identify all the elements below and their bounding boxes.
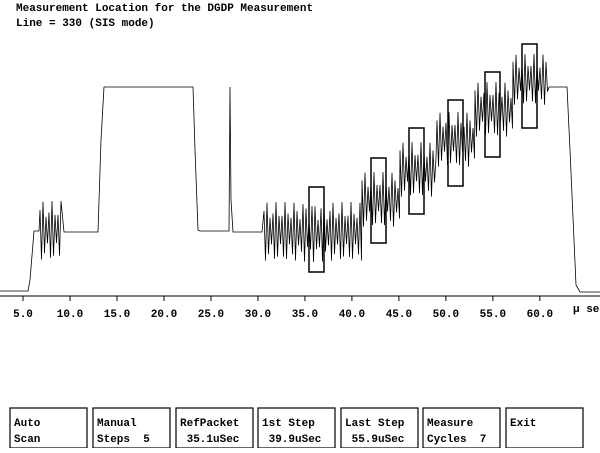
softkey-label: 1st Step <box>262 418 315 430</box>
softkey-label: 55.9uSec <box>345 434 404 446</box>
measure-box <box>484 71 501 158</box>
measure-box <box>370 157 387 244</box>
x-tick-label: 50.0 <box>433 309 459 321</box>
softkey-label: 39.9uSec <box>262 434 321 446</box>
softkey-label: Last Step <box>345 418 405 430</box>
subtitle: Line = 330 (SIS mode) <box>16 18 155 30</box>
softkey-label: RefPacket <box>180 418 239 430</box>
x-tick-label: 60.0 <box>527 309 553 321</box>
x-tick-label: 55.0 <box>480 309 506 321</box>
measure-box <box>447 99 464 187</box>
softkey-label: Cycles 7 <box>427 434 486 446</box>
softkey[interactable] <box>340 407 419 449</box>
x-tick-label: 35.0 <box>292 309 318 321</box>
softkey-label: 35.1uSec <box>180 434 239 446</box>
softkey-label: Scan <box>14 434 40 446</box>
measure-box <box>408 127 425 215</box>
measure-box <box>521 43 538 129</box>
softkey[interactable] <box>9 407 88 449</box>
x-tick-label: 40.0 <box>339 309 365 321</box>
softkey-label: Manual <box>97 418 137 430</box>
softkey-label: Auto <box>14 418 41 430</box>
x-tick-label: 30.0 <box>245 309 271 321</box>
x-tick-label: 20.0 <box>151 309 177 321</box>
x-tick-label: 25.0 <box>198 309 224 321</box>
axis-unit: µ sec <box>573 304 600 316</box>
x-tick-label: 15.0 <box>104 309 130 321</box>
title: Measurement Location for the DGDP Measur… <box>16 3 313 15</box>
softkey[interactable] <box>257 407 336 449</box>
x-tick-label: 45.0 <box>386 309 412 321</box>
softkey-label: Measure <box>427 418 474 430</box>
x-tick-label: 5.0 <box>13 309 33 321</box>
softkey[interactable] <box>92 407 171 449</box>
measure-box <box>308 186 325 273</box>
softkey-label: Exit <box>510 418 536 430</box>
softkey[interactable] <box>505 407 584 449</box>
waveform <box>0 54 600 293</box>
softkey[interactable] <box>175 407 254 449</box>
softkey-label: Steps 5 <box>97 434 150 446</box>
x-tick-label: 10.0 <box>57 309 83 321</box>
